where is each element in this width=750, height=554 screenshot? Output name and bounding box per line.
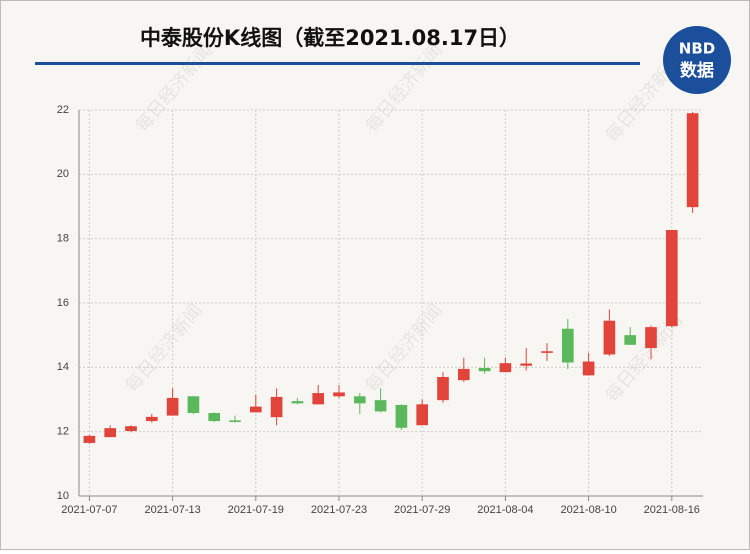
x-tick-label: 2021-08-04: [477, 504, 533, 516]
x-tick-label: 2021-07-23: [311, 504, 367, 516]
candle-body: [125, 426, 137, 432]
y-tick-label: 10: [57, 490, 69, 502]
candle-body: [437, 376, 449, 401]
candle-body: [478, 367, 491, 372]
x-tick-label: 2021-08-16: [644, 504, 700, 516]
candle-body: [229, 420, 241, 423]
y-tick-label: 16: [57, 297, 69, 309]
candle-body: [520, 363, 533, 366]
candle-body: [208, 413, 221, 422]
logo: [663, 26, 731, 94]
candle-body: [145, 416, 158, 422]
candle-body: [104, 428, 117, 438]
candle-body: [249, 406, 262, 413]
candle-body: [645, 327, 657, 349]
candle-body: [665, 229, 678, 327]
candle-body: [374, 400, 387, 412]
candle-body: [333, 392, 345, 397]
y-tick-label: 14: [57, 361, 69, 373]
candle-body: [686, 113, 699, 208]
candle-body: [561, 328, 574, 363]
y-tick-label: 12: [57, 426, 69, 438]
y-tick-label: 22: [57, 104, 69, 116]
candle-body: [416, 404, 429, 426]
y-tick-label: 18: [57, 233, 69, 245]
logo-brand: NBD: [679, 40, 715, 58]
candle-body: [457, 368, 470, 381]
candle-body: [312, 393, 325, 405]
x-tick-label: 2021-08-10: [560, 504, 616, 516]
title-underline: [35, 62, 640, 65]
candle-body: [582, 361, 595, 376]
candle-body: [499, 363, 512, 373]
x-tick-label: 2021-07-13: [144, 504, 200, 516]
candle-body: [624, 335, 637, 345]
candle-body: [541, 351, 553, 353]
candle-body: [270, 396, 283, 418]
candle-body: [166, 397, 179, 416]
y-tick-label: 20: [57, 168, 69, 180]
logo-label: 数据: [680, 60, 714, 81]
x-tick-label: 2021-07-29: [394, 504, 450, 516]
candle-body: [603, 320, 616, 355]
candle-body: [187, 396, 200, 414]
candle-body: [291, 401, 304, 404]
candle-body: [83, 435, 96, 443]
x-tick-label: 2021-07-19: [228, 504, 284, 516]
chart-title: 中泰股份K线图（截至2021.08.17日）: [140, 26, 520, 50]
x-tick-label: 2021-07-07: [61, 504, 117, 516]
candle-body: [395, 404, 408, 428]
candle-body: [353, 396, 366, 404]
